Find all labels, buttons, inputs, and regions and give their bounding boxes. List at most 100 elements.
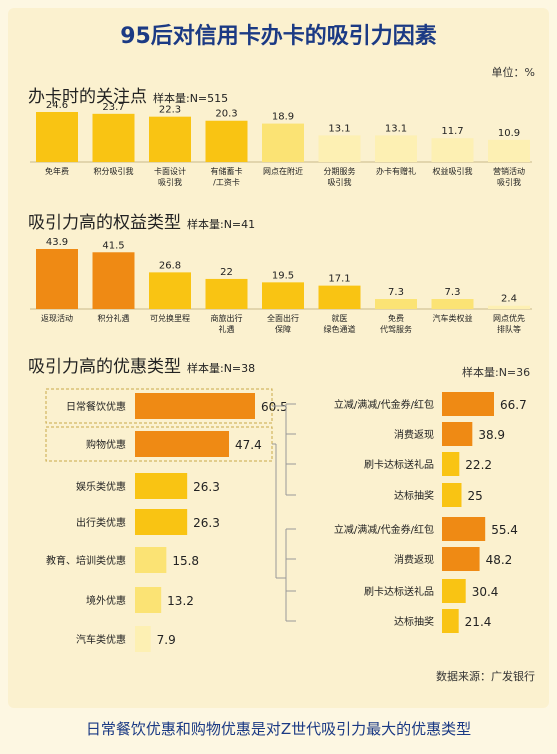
chart2-label-6: 免费 bbox=[388, 313, 404, 323]
chart1-value-8: 10.9 bbox=[498, 128, 520, 139]
chart1-label-2: 卡面设计 bbox=[154, 166, 186, 176]
chart1-label-6: 办卡有赠礼 bbox=[376, 166, 416, 176]
chart3-bar-2 bbox=[135, 473, 188, 499]
chart4-group1-value-0: 55.4 bbox=[491, 523, 518, 537]
chart1-label-3: 有储蓄卡 bbox=[211, 166, 243, 176]
chart3-value-1: 47.4 bbox=[235, 438, 262, 452]
chart2-bar-0 bbox=[36, 249, 78, 309]
chart1-value-0: 24.6 bbox=[46, 100, 68, 111]
chart1-label-7: 权益吸引我 bbox=[433, 166, 473, 176]
chart3-label-4: 教育、培训类优惠 bbox=[46, 554, 126, 567]
chart1-label-1: 积分吸引我 bbox=[94, 166, 134, 176]
chart2-value-0: 43.9 bbox=[46, 237, 68, 248]
chart1-bar-7 bbox=[431, 138, 474, 162]
chart1-bar-0 bbox=[36, 112, 78, 162]
section4-sample: 样本量:N=36 bbox=[462, 366, 531, 379]
chart2-bar-8 bbox=[488, 305, 530, 309]
chart4-group0-value-1: 38.9 bbox=[478, 428, 505, 442]
chart4-group1-value-2: 30.4 bbox=[472, 585, 499, 599]
chart3-label-5: 境外优惠 bbox=[86, 594, 126, 607]
chart1-bar-4 bbox=[262, 123, 304, 162]
chart1-value-7: 11.7 bbox=[441, 126, 463, 137]
section3-title: 吸引力高的优惠类型 样本量:N=38 bbox=[28, 357, 256, 377]
chart3-label-0: 日常餐饮优惠 bbox=[66, 400, 126, 413]
chart1-value-1: 23.7 bbox=[102, 102, 124, 113]
chart4-group0-label-1: 消费返现 bbox=[394, 428, 434, 441]
chart1-label-0: 免年费 bbox=[45, 166, 69, 176]
chart1-value-5: 13.1 bbox=[328, 123, 350, 134]
chart3-value-2: 26.3 bbox=[193, 480, 220, 494]
chart2-value-1: 41.5 bbox=[102, 240, 124, 251]
chart2-bar-3 bbox=[205, 278, 248, 309]
chart2-value-3: 22 bbox=[220, 267, 233, 278]
section1-title: 办卡时的关注点 样本量:N=515 bbox=[28, 87, 229, 107]
chart4-group0-value-2: 22.2 bbox=[465, 458, 492, 472]
chart4-group1-bar-0 bbox=[442, 517, 486, 541]
chart3-label-3: 出行类优惠 bbox=[76, 516, 126, 529]
chart1-label-8-1: 吸引我 bbox=[497, 177, 521, 187]
chart3-bar-5 bbox=[135, 587, 162, 613]
chart2-label-3-1: 礼遇 bbox=[219, 324, 235, 334]
chart1-label-5: 分期服务 bbox=[324, 166, 356, 176]
chart2-value-5: 17.1 bbox=[328, 274, 350, 285]
chart2-value-8: 2.4 bbox=[501, 294, 517, 305]
chart2-value-2: 26.8 bbox=[159, 260, 181, 271]
chart1-value-6: 13.1 bbox=[385, 123, 407, 134]
chart3-value-6: 7.9 bbox=[157, 633, 176, 647]
chart2-bar-4 bbox=[262, 282, 304, 309]
chart2-value-4: 19.5 bbox=[272, 270, 294, 281]
chart2-label-8: 网点优先 bbox=[493, 313, 525, 323]
source-note: 数据来源：广发银行 bbox=[436, 670, 535, 683]
chart2-label-6-1: 代驾服务 bbox=[380, 324, 412, 334]
chart2-bar-6 bbox=[375, 299, 417, 309]
chart2-label-8-1: 排队等 bbox=[497, 324, 521, 334]
section3-sample: 样本量:N=38 bbox=[187, 362, 256, 375]
chart2-label-3: 商旅出行 bbox=[211, 313, 243, 323]
unit-label: 单位：% bbox=[491, 66, 535, 79]
chart2-bar-5 bbox=[318, 285, 361, 309]
chart4-group1-label-1: 消费返现 bbox=[394, 553, 434, 566]
chart2-value-6: 7.3 bbox=[388, 287, 404, 298]
chart3-bar-3 bbox=[135, 509, 188, 535]
chart1-bar-3 bbox=[205, 120, 248, 162]
chart4-group0-bar-1 bbox=[442, 422, 473, 446]
chart3-label-6: 汽车类优惠 bbox=[76, 633, 126, 646]
chart2-value-7: 7.3 bbox=[445, 287, 461, 298]
chart1-bar-6 bbox=[375, 135, 417, 162]
chart4-group1-label-0: 立减/满减/代金券/红包 bbox=[334, 523, 434, 536]
chart4-group1-value-1: 48.2 bbox=[486, 553, 513, 567]
chart4-group1-label-2: 刷卡达标送礼品 bbox=[364, 585, 434, 598]
chart2-bar-7 bbox=[431, 299, 474, 309]
chart2-bar-1 bbox=[92, 252, 135, 309]
chart1-label-5-1: 吸引我 bbox=[328, 177, 352, 187]
chart4-group1-bar-2 bbox=[442, 579, 466, 603]
chart2-label-7: 汽车类权益 bbox=[433, 313, 473, 323]
chart1-label-3-1: /工资卡 bbox=[213, 177, 240, 187]
chart4-group0-value-0: 66.7 bbox=[500, 398, 527, 412]
chart3-label-1: 购物优惠 bbox=[86, 438, 126, 451]
page-title: 95后对信用卡办卡的吸引力因素 bbox=[120, 24, 437, 49]
chart1-value-4: 18.9 bbox=[272, 112, 294, 123]
section2-sample: 样本量:N=41 bbox=[187, 218, 256, 231]
footer-caption: 日常餐饮优惠和购物优惠是对Z世代吸引力最大的优惠类型 bbox=[85, 720, 472, 738]
chart3-bar-0 bbox=[135, 393, 255, 419]
chart2-label-1: 积分礼遇 bbox=[98, 313, 130, 323]
chart3-bar-4 bbox=[135, 547, 167, 573]
chart4-group0-bar-2 bbox=[442, 452, 460, 476]
chart4-group0-value-3: 25 bbox=[467, 489, 482, 503]
chart2-label-4: 全面出行 bbox=[267, 313, 299, 323]
chart2-label-0: 返现活动 bbox=[41, 313, 73, 323]
chart4-group1-value-3: 21.4 bbox=[465, 615, 492, 629]
chart3-value-3: 26.3 bbox=[193, 516, 220, 530]
chart4-group1-label-3: 达标抽奖 bbox=[394, 615, 434, 628]
chart3-value-5: 13.2 bbox=[167, 594, 194, 608]
chart4-group0-label-3: 达标抽奖 bbox=[394, 489, 434, 502]
chart4-group1-bar-3 bbox=[442, 609, 459, 633]
chart4-group0-label-0: 立减/满减/代金券/红包 bbox=[334, 398, 434, 411]
chart4-group0-bar-3 bbox=[442, 483, 462, 507]
section2-title: 吸引力高的权益类型 样本量:N=41 bbox=[28, 213, 256, 233]
chart1-bar-1 bbox=[92, 113, 135, 162]
chart2-bar-2 bbox=[149, 272, 191, 309]
